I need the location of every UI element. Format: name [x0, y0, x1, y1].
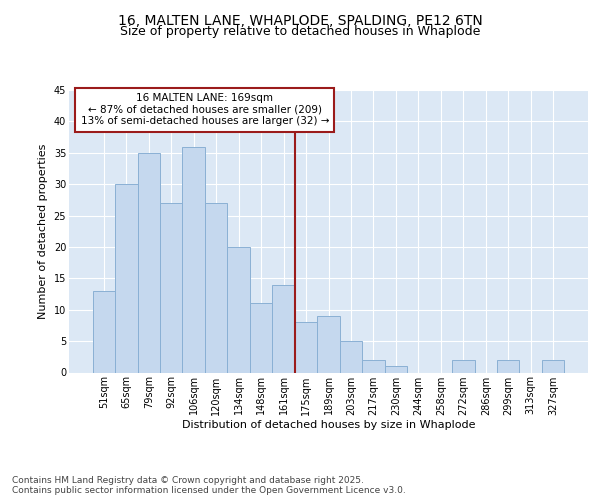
Bar — [295, 322, 317, 372]
Text: 16, MALTEN LANE, WHAPLODE, SPALDING, PE12 6TN: 16, MALTEN LANE, WHAPLODE, SPALDING, PE1… — [118, 14, 482, 28]
Bar — [115, 184, 137, 372]
Bar — [317, 316, 340, 372]
Bar — [362, 360, 385, 372]
Text: Size of property relative to detached houses in Whaplode: Size of property relative to detached ho… — [120, 25, 480, 38]
Bar — [160, 203, 182, 372]
Text: 16 MALTEN LANE: 169sqm
← 87% of detached houses are smaller (209)
13% of semi-de: 16 MALTEN LANE: 169sqm ← 87% of detached… — [80, 93, 329, 126]
Bar — [497, 360, 520, 372]
Bar — [542, 360, 565, 372]
Bar — [272, 284, 295, 372]
Bar — [205, 203, 227, 372]
Bar — [340, 341, 362, 372]
Y-axis label: Number of detached properties: Number of detached properties — [38, 144, 48, 319]
Bar — [92, 291, 115, 372]
X-axis label: Distribution of detached houses by size in Whaplode: Distribution of detached houses by size … — [182, 420, 475, 430]
Bar — [250, 304, 272, 372]
Bar — [385, 366, 407, 372]
Bar — [227, 247, 250, 372]
Bar — [182, 146, 205, 372]
Bar — [452, 360, 475, 372]
Bar — [137, 153, 160, 372]
Text: Contains HM Land Registry data © Crown copyright and database right 2025.
Contai: Contains HM Land Registry data © Crown c… — [12, 476, 406, 495]
